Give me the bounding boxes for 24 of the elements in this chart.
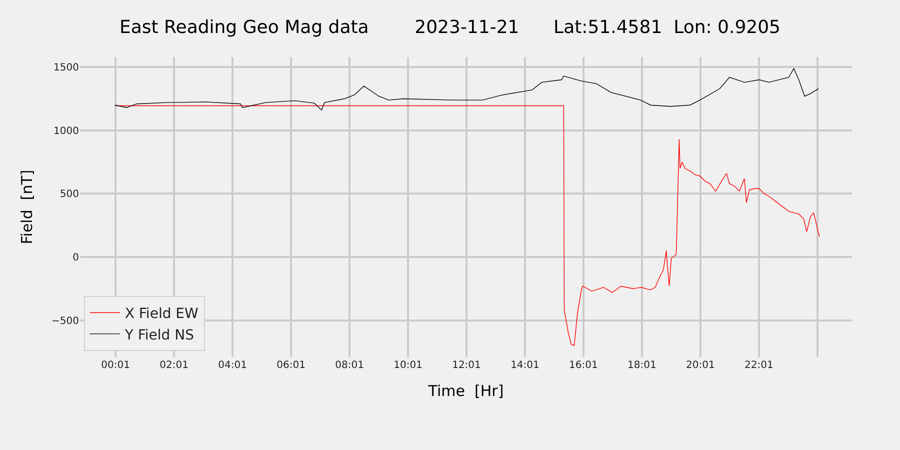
legend-label: Y Field NS	[124, 327, 194, 344]
x-tick-label: 16:01	[569, 360, 598, 371]
x-tick-label: 10:01	[394, 360, 422, 371]
x-tick-label: 08:01	[335, 360, 364, 371]
legend-label: X Field EW	[124, 306, 199, 322]
line-series	[114, 68, 819, 111]
x-tick-label: 22:01	[744, 360, 774, 371]
x-tick-label: 04:01	[218, 360, 247, 371]
x-tick-label: 12:01	[452, 360, 481, 371]
chart-title: East Reading Geo Mag data 2023-11-21 Lat:51.4581 Lon: 0.9205	[119, 16, 781, 38]
x-axis-title: Time [Hr]	[427, 382, 504, 400]
y-tick-label: 1000	[54, 126, 79, 137]
y-tick-label: 0	[72, 252, 79, 264]
x-tick-label: 02:01	[160, 360, 188, 371]
x-tick-label: 18:01	[628, 360, 656, 371]
x-tick-label: 00:01	[101, 360, 130, 371]
line-series	[114, 105, 820, 346]
y-axis-title: Field [nT]	[18, 170, 36, 244]
y-tick-label: 500	[60, 189, 79, 200]
x-tick-label: 14:01	[510, 360, 540, 371]
y-tick-label: −500	[52, 316, 79, 327]
x-tick-label: 06:01	[276, 360, 306, 371]
y-tick-label: 1500	[54, 62, 79, 74]
x-tick-label: 20:01	[686, 360, 715, 371]
